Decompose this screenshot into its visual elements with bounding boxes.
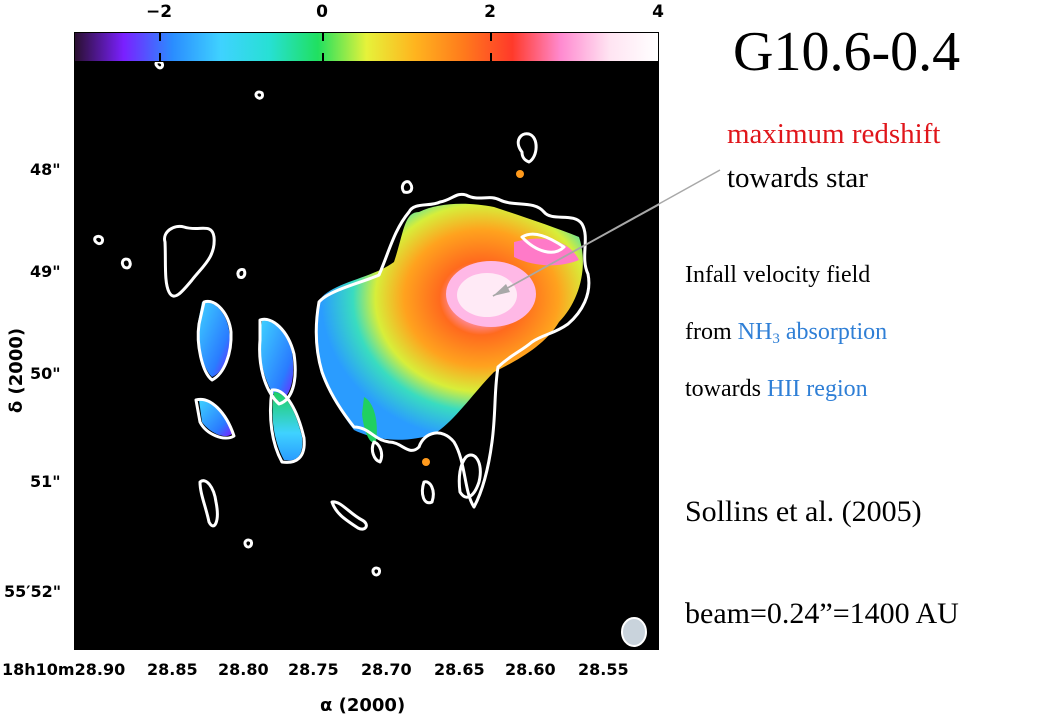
ra-tick-label: 28.75	[288, 660, 339, 679]
x-axis-title: α (2000)	[320, 695, 406, 716]
dec-tick-label: 51"	[30, 472, 61, 491]
colorbar-tick-label: −2	[145, 2, 173, 22]
info-line-3-prefix: towards	[685, 376, 767, 402]
ra-tick-label: 28.55	[578, 660, 629, 679]
ra-tick-label: 28.85	[147, 660, 198, 679]
dec-tick-label: 48"	[30, 160, 61, 179]
colorbar-tick-label: 2	[484, 2, 496, 22]
velocity-map	[74, 62, 659, 650]
velocity-map-graphic	[93, 62, 659, 647]
slide-title: G10.6-0.4	[733, 21, 961, 83]
ra-tick-label: 18h10m28.90	[2, 660, 126, 679]
info-line-2-prefix: from	[685, 319, 738, 345]
info-nh3: NH3 absorption	[737, 319, 888, 347]
annotation-line-2: towards star	[727, 162, 868, 194]
colorbar-tick-label: 4	[652, 2, 664, 22]
ra-tick-label: 28.80	[218, 660, 269, 679]
ra-tick-label: 28.60	[505, 660, 556, 679]
velocity-colorbar	[74, 32, 659, 62]
ra-tick-label: 28.70	[361, 660, 412, 679]
info-line-1: Infall velocity field	[685, 262, 871, 288]
ra-tick-label: 28.65	[434, 660, 485, 679]
citation: Sollins et al. (2005)	[685, 495, 922, 528]
info-line-3: towards HII region	[685, 376, 868, 403]
dec-tick-label: 55′52"	[4, 582, 62, 601]
beam-size: beam=0.24”=1400 AU	[685, 597, 959, 630]
dec-tick-label: 49"	[30, 262, 61, 281]
info-hii-region: HII region	[766, 376, 868, 402]
colorbar-tick-label: 0	[316, 2, 328, 22]
info-line-2: from NH3 absorption	[685, 319, 887, 348]
y-axis-title: δ (2000)	[6, 327, 28, 414]
dec-tick-label: 50"	[30, 364, 61, 383]
annotation-line-1: maximum redshift	[727, 118, 941, 150]
